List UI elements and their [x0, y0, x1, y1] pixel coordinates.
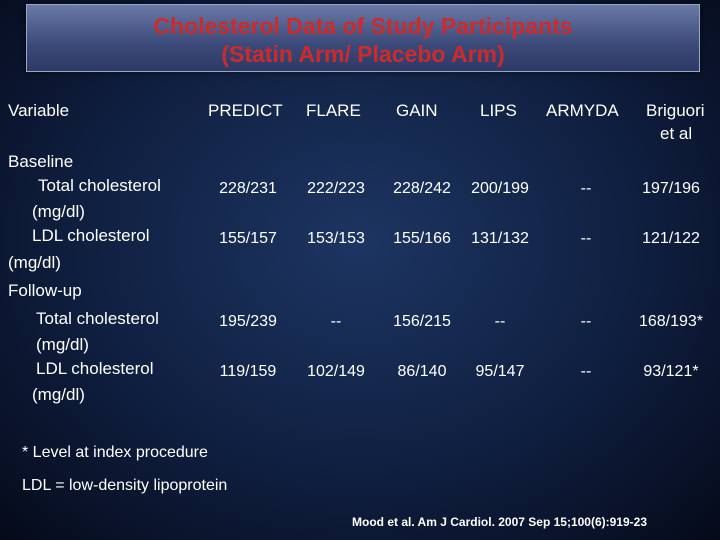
section-baseline: Baseline — [8, 152, 74, 171]
citation: Mood et al. Am J Cardiol. 2007 Sep 15;10… — [352, 515, 648, 529]
section-followup: Follow-up — [8, 281, 82, 300]
cell-followup-total-briguori: 168/193* — [638, 313, 704, 330]
header-briguori: Briguori — [646, 101, 705, 120]
cell-followup-total-gain: 156/215 — [393, 313, 451, 330]
label-followup-total: Total cholesterol — [36, 309, 159, 328]
cell-followup-total-flare: -- — [330, 313, 342, 330]
header-flare: FLARE — [306, 101, 361, 120]
label-baseline-ldl-unit: (mg/dl) — [8, 253, 61, 272]
slide-title: Cholesterol Data of Study Participants — [153, 13, 573, 39]
header-gain: GAIN — [396, 101, 438, 120]
label-baseline-ldl: LDL cholesterol — [32, 226, 150, 245]
cell-baseline-ldl-predict: 155/157 — [219, 230, 277, 247]
header-lips: LIPS — [480, 101, 517, 120]
cell-baseline-total-briguori: 197/196 — [642, 180, 700, 197]
cell-baseline-total-lips: 200/199 — [471, 180, 529, 197]
cell-followup-total-armyda: -- — [580, 313, 592, 330]
footnote-asterisk: * Level at index procedure — [22, 444, 208, 461]
title-banner: Cholesterol Data of Study Participants (… — [26, 4, 700, 72]
cell-followup-total-predict: 195/239 — [219, 313, 277, 330]
cell-baseline-ldl-gain: 155/166 — [393, 230, 451, 247]
cell-baseline-ldl-armyda: -- — [580, 230, 592, 247]
cell-followup-ldl-armyda: -- — [580, 363, 592, 380]
label-followup-ldl-unit: (mg/dl) — [32, 385, 85, 404]
cell-followup-ldl-flare: 102/149 — [307, 363, 365, 380]
label-followup-ldl: LDL cholesterol — [36, 359, 154, 378]
cell-baseline-ldl-lips: 131/132 — [471, 230, 529, 247]
footnote-ldl: LDL = low-density lipoprotein — [22, 477, 228, 494]
label-baseline-total-unit: (mg/dl) — [32, 202, 85, 221]
cell-baseline-total-flare: 222/223 — [307, 180, 365, 197]
cell-baseline-total-armyda: -- — [580, 180, 592, 197]
cell-baseline-ldl-flare: 153/153 — [307, 230, 365, 247]
header-briguori-etal: et al — [660, 124, 693, 143]
cell-followup-total-lips: -- — [494, 313, 506, 330]
cell-followup-ldl-lips: 95/147 — [475, 363, 525, 380]
cell-followup-ldl-gain: 86/140 — [397, 363, 447, 380]
slide-subtitle: (Statin Arm/ Placebo Arm) — [221, 41, 505, 67]
label-followup-total-unit: (mg/dl) — [36, 335, 89, 354]
header-armyda: ARMYDA — [546, 101, 619, 120]
header-variable: Variable — [8, 101, 70, 120]
label-baseline-total: Total cholesterol — [38, 176, 161, 195]
header-predict: PREDICT — [208, 101, 283, 120]
cell-baseline-total-predict: 228/231 — [219, 180, 277, 197]
cell-followup-ldl-briguori: 93/121* — [643, 363, 699, 380]
cell-baseline-total-gain: 228/242 — [393, 180, 451, 197]
cell-baseline-ldl-briguori: 121/122 — [642, 230, 700, 247]
cell-followup-ldl-predict: 119/159 — [219, 363, 277, 380]
